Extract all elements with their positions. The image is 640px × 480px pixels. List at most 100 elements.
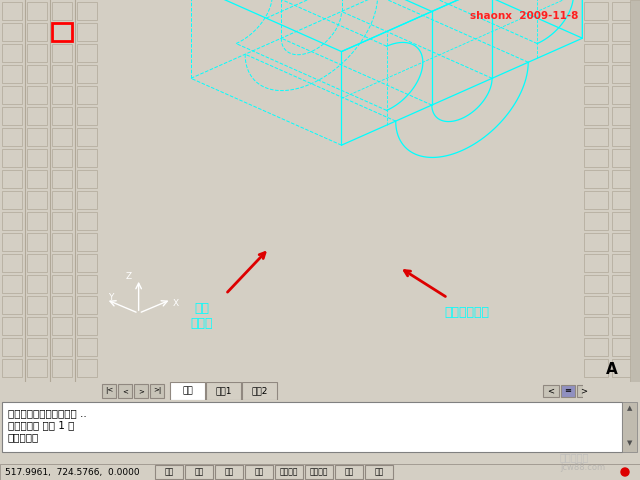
Text: ▼: ▼ <box>627 440 633 446</box>
Bar <box>584 254 608 272</box>
Bar <box>27 254 47 272</box>
Bar <box>27 44 47 62</box>
Text: X: X <box>173 299 179 308</box>
Bar <box>612 317 636 335</box>
Bar <box>584 107 608 125</box>
Bar <box>612 170 636 188</box>
Text: 选择
大实体: 选择 大实体 <box>190 302 212 330</box>
Bar <box>245 465 273 479</box>
Bar <box>612 359 636 377</box>
Bar <box>584 128 608 146</box>
Bar <box>52 254 72 272</box>
Bar <box>52 107 72 125</box>
Bar <box>2 191 22 209</box>
Bar <box>27 338 47 356</box>
Bar <box>584 359 608 377</box>
Text: 模型: 模型 <box>374 468 383 477</box>
Bar <box>206 382 241 400</box>
Bar <box>170 382 205 400</box>
Bar <box>52 65 72 83</box>
Bar <box>77 233 97 251</box>
Bar <box>27 170 47 188</box>
Bar <box>52 170 72 188</box>
Bar <box>612 2 636 20</box>
Bar <box>584 191 608 209</box>
Bar <box>27 296 47 314</box>
Bar <box>630 0 640 382</box>
Bar <box>584 317 608 335</box>
Text: jcw88.com: jcw88.com <box>560 463 605 472</box>
Text: 捕提: 捕提 <box>164 468 173 477</box>
Bar <box>612 149 636 167</box>
Bar <box>561 385 575 397</box>
Text: 极轴: 极轴 <box>254 468 264 477</box>
Bar <box>77 107 97 125</box>
Bar <box>150 384 164 398</box>
Bar <box>27 86 47 104</box>
Bar <box>215 465 243 479</box>
Bar <box>27 107 47 125</box>
Bar <box>52 23 72 41</box>
Bar <box>52 317 72 335</box>
Bar <box>27 23 47 41</box>
Bar <box>2 128 22 146</box>
Bar <box>584 212 608 230</box>
Text: 要减去的实体: 要减去的实体 <box>445 306 490 319</box>
Bar <box>584 296 608 314</box>
Bar <box>27 149 47 167</box>
Text: >|: >| <box>153 387 161 395</box>
Bar <box>27 65 47 83</box>
Bar <box>584 338 608 356</box>
Bar <box>2 44 22 62</box>
Bar <box>2 2 22 20</box>
Bar <box>52 149 72 167</box>
Bar <box>77 338 97 356</box>
Bar <box>52 212 72 230</box>
Bar <box>612 254 636 272</box>
Bar <box>242 382 277 400</box>
Bar <box>2 317 22 335</box>
Bar <box>584 23 608 41</box>
Bar <box>584 275 608 293</box>
Bar <box>584 149 608 167</box>
Bar <box>77 170 97 188</box>
Bar <box>27 128 47 146</box>
Bar <box>584 86 608 104</box>
Bar <box>2 86 22 104</box>
Bar <box>584 65 608 83</box>
Bar <box>584 170 608 188</box>
Bar <box>612 191 636 209</box>
Bar <box>2 254 22 272</box>
Bar <box>543 385 559 397</box>
Text: >: > <box>580 386 588 396</box>
Bar <box>0 464 640 480</box>
Bar <box>77 44 97 62</box>
Bar <box>2 233 22 251</box>
Bar <box>77 65 97 83</box>
Bar <box>612 296 636 314</box>
Bar <box>52 86 72 104</box>
Bar <box>2 212 22 230</box>
Bar <box>185 465 213 479</box>
Bar <box>134 384 148 398</box>
Bar <box>52 296 72 314</box>
Bar <box>52 44 72 62</box>
Text: Z: Z <box>126 273 132 281</box>
Bar <box>102 384 116 398</box>
Bar <box>2 296 22 314</box>
Bar <box>155 465 183 479</box>
Text: 正交: 正交 <box>225 468 234 477</box>
Bar <box>577 385 591 397</box>
Bar <box>77 359 97 377</box>
Bar <box>77 149 97 167</box>
Bar <box>612 23 636 41</box>
Bar <box>612 233 636 251</box>
Text: 对象追踪: 对象追踪 <box>310 468 328 477</box>
Bar <box>77 191 97 209</box>
Bar <box>2 275 22 293</box>
Bar <box>622 402 637 452</box>
Text: A: A <box>605 362 618 377</box>
Text: 517.9961,  724.5766,  0.0000: 517.9961, 724.5766, 0.0000 <box>5 468 140 477</box>
Bar <box>584 44 608 62</box>
Bar <box>27 359 47 377</box>
